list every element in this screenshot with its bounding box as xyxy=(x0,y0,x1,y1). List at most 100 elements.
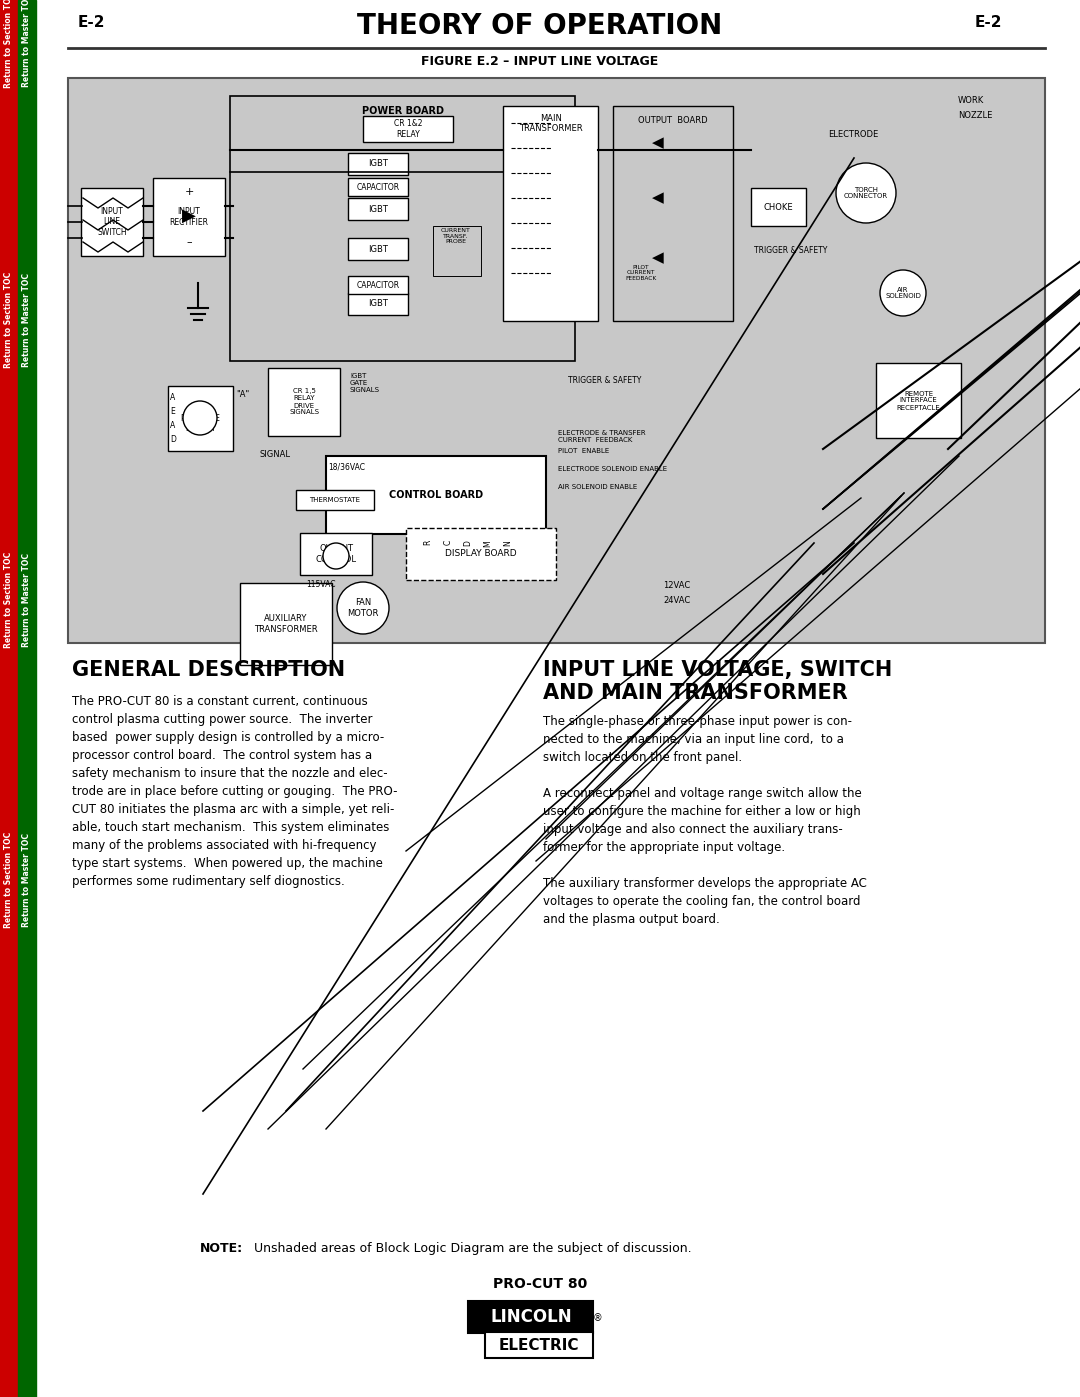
Text: M: M xyxy=(484,541,492,546)
Text: CONTROL BOARD: CONTROL BOARD xyxy=(389,490,483,500)
Text: THERMOSTATE: THERMOSTATE xyxy=(310,497,361,503)
Circle shape xyxy=(836,163,896,224)
Text: CHOKE: CHOKE xyxy=(764,203,794,211)
Bar xyxy=(68,78,1045,643)
Circle shape xyxy=(880,270,926,316)
Text: Return to Master TOC: Return to Master TOC xyxy=(23,0,31,87)
Circle shape xyxy=(323,543,349,569)
Bar xyxy=(348,237,408,260)
Text: CAPACITOR: CAPACITOR xyxy=(356,281,400,289)
Text: Return to Master TOC: Return to Master TOC xyxy=(23,272,31,367)
Bar xyxy=(81,189,143,256)
Text: NOZZLE: NOZZLE xyxy=(958,110,993,120)
Bar xyxy=(300,534,372,576)
Text: Return to Section TOC: Return to Section TOC xyxy=(4,831,14,928)
Text: 115VAC: 115VAC xyxy=(306,580,336,590)
Text: D: D xyxy=(463,541,473,546)
Bar xyxy=(296,490,374,510)
Text: E-2: E-2 xyxy=(974,15,1002,29)
Bar xyxy=(18,0,36,1397)
Text: IGBT: IGBT xyxy=(368,299,388,309)
Text: Return to Master TOC: Return to Master TOC xyxy=(23,833,31,928)
Text: IGBT: IGBT xyxy=(368,159,388,169)
Bar xyxy=(268,367,340,436)
Text: E: E xyxy=(170,407,175,416)
Text: MAIN
TRANSFORMER: MAIN TRANSFORMER xyxy=(519,115,583,133)
Text: R: R xyxy=(423,541,432,545)
Bar xyxy=(876,363,961,439)
Bar xyxy=(468,1301,593,1333)
Text: A: A xyxy=(170,393,175,402)
Bar xyxy=(751,189,806,226)
Bar xyxy=(406,528,556,580)
Text: LINCOLN: LINCOLN xyxy=(490,1308,571,1326)
Bar xyxy=(348,277,408,293)
Text: 24VAC: 24VAC xyxy=(663,597,690,605)
Text: C: C xyxy=(444,541,453,545)
Bar xyxy=(153,177,225,256)
Text: E-2: E-2 xyxy=(78,15,106,29)
Text: TRIGGER & SAFETY: TRIGGER & SAFETY xyxy=(754,246,827,256)
Bar xyxy=(240,583,332,665)
Text: –: – xyxy=(186,237,192,247)
Text: ®: ® xyxy=(593,1313,603,1323)
Text: ◀: ◀ xyxy=(652,190,664,205)
Text: "A": "A" xyxy=(237,390,249,400)
Text: OUTPUT
CONTROL: OUTPUT CONTROL xyxy=(315,545,356,564)
Text: CR 1&2
RELAY: CR 1&2 RELAY xyxy=(394,119,422,138)
Text: ELECTRODE & TRANSFER
CURRENT  FEEDBACK: ELECTRODE & TRANSFER CURRENT FEEDBACK xyxy=(558,430,646,443)
Bar xyxy=(348,177,408,196)
Text: IGBT: IGBT xyxy=(368,244,388,253)
Bar xyxy=(433,226,481,277)
Text: WORK: WORK xyxy=(958,96,984,105)
Bar xyxy=(363,116,453,142)
Text: GENERAL DESCRIPTION: GENERAL DESCRIPTION xyxy=(72,659,346,680)
Text: Unshaded areas of Block Logic Diagram are the subject of discussion.: Unshaded areas of Block Logic Diagram ar… xyxy=(249,1242,691,1255)
Bar xyxy=(168,386,233,451)
Text: IGBT
GATE
SIGNALS: IGBT GATE SIGNALS xyxy=(350,373,380,393)
Bar xyxy=(613,106,733,321)
Text: Return to Master TOC: Return to Master TOC xyxy=(23,553,31,647)
Circle shape xyxy=(337,583,389,634)
Text: 18/36VAC: 18/36VAC xyxy=(328,462,365,472)
Text: ELECTRODE SOLENOID ENABLE: ELECTRODE SOLENOID ENABLE xyxy=(558,467,667,472)
Text: AIR SOLENOID ENABLE: AIR SOLENOID ENABLE xyxy=(558,483,637,490)
Text: PRO-CUT 80: PRO-CUT 80 xyxy=(492,1277,588,1291)
Text: FIGURE E.2 – INPUT LINE VOLTAGE: FIGURE E.2 – INPUT LINE VOLTAGE xyxy=(421,54,659,68)
Text: CR 1,5
RELAY
DRIVE
SIGNALS: CR 1,5 RELAY DRIVE SIGNALS xyxy=(289,388,319,415)
Text: CURRENT
TRANSF.
PROBE: CURRENT TRANSF. PROBE xyxy=(441,228,471,244)
Bar xyxy=(326,455,546,534)
Text: Return to Section TOC: Return to Section TOC xyxy=(4,272,14,369)
Text: Return to Section TOC: Return to Section TOC xyxy=(4,552,14,648)
Text: SIGNAL: SIGNAL xyxy=(260,450,291,460)
Text: 12VAC: 12VAC xyxy=(663,581,690,590)
Text: REMOTE
INTERFACE
RECEPTACLE: REMOTE INTERFACE RECEPTACLE xyxy=(896,391,941,411)
Text: PILOT
CURRENT
FEEDBACK: PILOT CURRENT FEEDBACK xyxy=(625,264,657,281)
Text: N: N xyxy=(503,541,513,546)
Bar xyxy=(503,106,598,321)
Bar xyxy=(348,154,408,175)
Text: ELECTRIC: ELECTRIC xyxy=(499,1337,579,1352)
Text: +: + xyxy=(185,187,193,197)
Text: The single-phase or three-phase input power is con-
nected to the machine, via a: The single-phase or three-phase input po… xyxy=(543,715,867,926)
Text: NOTE:: NOTE: xyxy=(200,1242,243,1255)
Text: DISPLAY BOARD: DISPLAY BOARD xyxy=(445,549,517,559)
Bar xyxy=(230,96,575,360)
Text: CAPACITOR: CAPACITOR xyxy=(356,183,400,191)
Text: AIR
PRESSURE
SWITCH: AIR PRESSURE SWITCH xyxy=(180,404,220,433)
Text: POWER BOARD: POWER BOARD xyxy=(362,106,444,116)
Text: INPUT LINE VOLTAGE, SWITCH
AND MAIN TRANSFORMER: INPUT LINE VOLTAGE, SWITCH AND MAIN TRAN… xyxy=(543,659,892,703)
Text: TORCH
CONNECTOR: TORCH CONNECTOR xyxy=(843,187,888,200)
Text: TRIGGER & SAFETY: TRIGGER & SAFETY xyxy=(568,376,642,386)
Bar xyxy=(485,1331,593,1358)
Text: ◀: ◀ xyxy=(652,250,664,265)
Text: THEORY OF OPERATION: THEORY OF OPERATION xyxy=(357,13,723,41)
Text: Return to Section TOC: Return to Section TOC xyxy=(4,0,14,88)
Text: ◀: ◀ xyxy=(652,136,664,151)
Text: INPUT
LINE
SWITCH: INPUT LINE SWITCH xyxy=(97,207,126,237)
Text: AUXILIARY
TRANSFORMER: AUXILIARY TRANSFORMER xyxy=(254,615,318,634)
Text: D: D xyxy=(170,434,176,444)
Bar xyxy=(348,293,408,314)
Bar xyxy=(0,0,18,1397)
Text: OUTPUT  BOARD: OUTPUT BOARD xyxy=(638,116,707,124)
